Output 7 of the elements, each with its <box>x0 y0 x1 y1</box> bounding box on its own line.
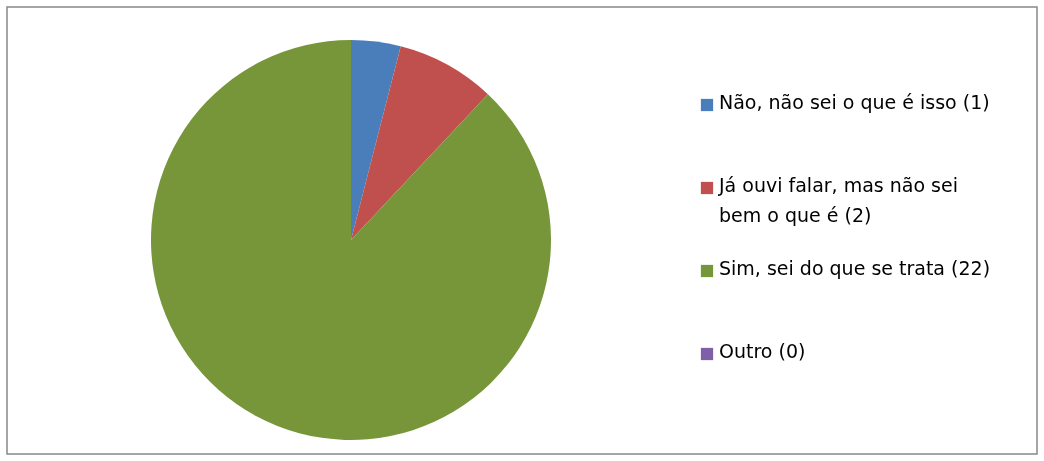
pie-slice <box>351 40 401 240</box>
pie-slice <box>351 46 488 240</box>
legend-label: Já ouvi falar, mas não sei bem o que é (2) <box>718 174 958 226</box>
legend-label: Sim, sei do que se trata (22) <box>719 257 991 279</box>
legend-label: Não, não sei o que é isso (1) <box>719 91 990 113</box>
pie-slice <box>151 40 551 440</box>
legend-label: Outro (0) <box>719 340 806 362</box>
